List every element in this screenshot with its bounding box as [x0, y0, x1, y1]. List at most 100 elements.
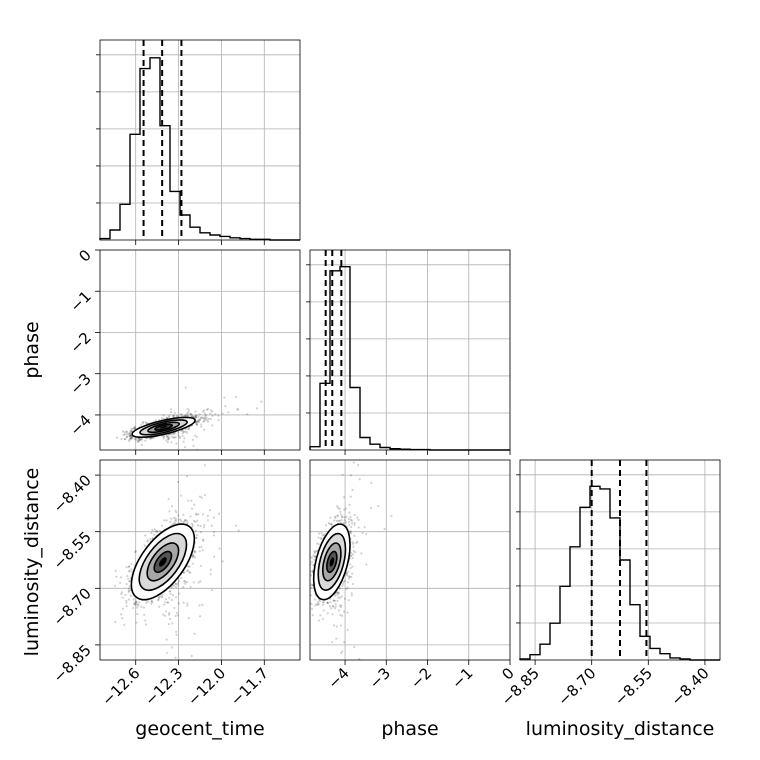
y-tick-label-luminosity_distance: −8.55 — [50, 528, 95, 573]
sample-point — [161, 594, 164, 597]
sample-point — [129, 432, 132, 435]
sample-point — [200, 423, 203, 426]
panel-frame — [99, 249, 301, 451]
sample-point — [161, 524, 164, 527]
sample-point — [144, 623, 147, 626]
sample-point — [209, 568, 212, 571]
sample-point — [346, 586, 349, 589]
sample-point — [170, 432, 174, 435]
sample-point — [129, 436, 132, 439]
sample-point — [140, 423, 143, 426]
y-axis-label-luminosity_distance: luminosity_distance — [21, 468, 43, 657]
sample-point — [353, 534, 356, 537]
contour-level-4 — [329, 557, 335, 567]
sample-point — [333, 599, 336, 602]
sample-point — [183, 520, 186, 523]
sample-point — [340, 651, 343, 655]
sample-point — [327, 521, 330, 525]
sample-point — [129, 594, 133, 598]
sample-point — [349, 516, 352, 519]
sample-point — [351, 541, 354, 544]
y-axis-label-phase: phase — [21, 321, 43, 378]
sample-point — [352, 542, 355, 545]
sample-point — [326, 601, 329, 605]
sample-point — [339, 624, 343, 627]
sample-point — [173, 411, 176, 414]
sample-point — [356, 516, 359, 519]
sample-point — [140, 438, 143, 441]
sample-point — [336, 514, 339, 518]
sample-point — [170, 517, 173, 520]
sample-point — [187, 428, 190, 431]
sample-point — [150, 437, 153, 440]
sample-point — [310, 607, 314, 611]
sample-point — [337, 592, 340, 595]
y-tick-label-phase: −3 — [66, 370, 94, 398]
x-tick-label-phase: −2 — [407, 664, 435, 692]
sample-point — [175, 442, 178, 445]
sample-point — [166, 441, 169, 444]
sample-point — [352, 721, 354, 723]
x-tick-label-geocent_time: −12.6 — [98, 664, 143, 709]
sample-point — [134, 550, 138, 553]
sample-point — [152, 436, 156, 439]
sample-point — [314, 604, 317, 607]
histogram-geocent_time — [99, 57, 300, 241]
sample-point — [203, 464, 207, 467]
panel-frame — [519, 459, 721, 661]
sample-point — [182, 513, 185, 516]
sample-point — [135, 601, 138, 604]
sample-point — [207, 417, 210, 420]
sample-point — [182, 586, 185, 589]
sample-point — [133, 425, 136, 429]
sample-point — [162, 613, 165, 616]
sample-point — [307, 578, 309, 580]
sample-point — [357, 526, 360, 529]
sample-point — [173, 521, 176, 524]
sample-point — [147, 600, 150, 603]
sample-point — [342, 496, 346, 499]
sample-point — [312, 563, 315, 567]
sample-point — [352, 435, 354, 437]
sample-point — [170, 435, 173, 438]
sample-point — [175, 415, 178, 418]
sample-point — [202, 417, 205, 420]
sample-point — [326, 601, 329, 604]
sample-point — [127, 589, 130, 592]
sample-point — [195, 423, 198, 426]
sample-point — [168, 436, 171, 439]
sample-point — [214, 413, 217, 416]
histogram-panel-phase — [306, 249, 511, 451]
sample-point — [165, 416, 168, 420]
sample-point — [180, 413, 183, 416]
sample-point — [349, 554, 352, 557]
sample-point — [165, 651, 168, 654]
sample-point — [120, 592, 123, 596]
sample-point — [223, 396, 226, 399]
sample-point — [145, 601, 148, 604]
sample-point — [314, 555, 317, 558]
sample-point — [349, 563, 352, 566]
sample-point — [185, 475, 188, 478]
sample-point — [184, 582, 187, 585]
sample-point — [129, 434, 132, 437]
sample-point — [140, 443, 143, 447]
sample-point — [203, 524, 206, 527]
sample-point — [123, 438, 127, 441]
sample-point — [169, 408, 172, 411]
sample-point — [192, 415, 195, 418]
sample-point — [217, 512, 221, 515]
sample-point — [200, 416, 203, 420]
sample-point — [192, 554, 195, 557]
sample-point — [348, 511, 351, 514]
x-tick-label-phase: −1 — [448, 664, 476, 692]
sample-point — [121, 617, 124, 620]
panel-frame — [309, 459, 511, 661]
sample-point — [129, 435, 132, 438]
sample-point — [195, 414, 198, 417]
sample-point — [132, 606, 135, 610]
sample-point — [151, 529, 154, 532]
sample-point — [204, 413, 208, 417]
sample-point — [125, 601, 128, 604]
sample-point — [172, 433, 175, 436]
